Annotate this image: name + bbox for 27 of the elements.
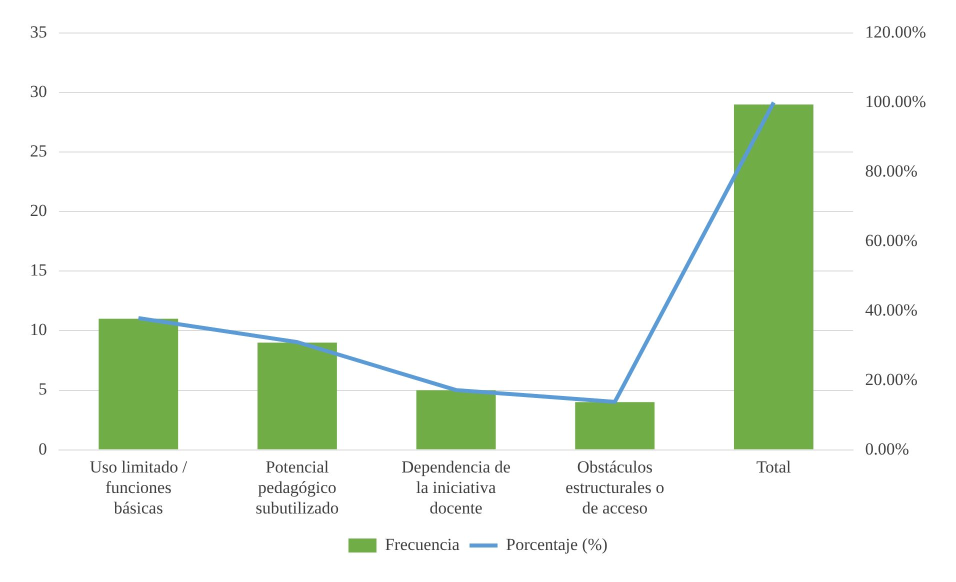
x-tick-label: Total (756, 457, 792, 476)
y-tick-label: 30 (30, 82, 47, 102)
legend-label: Frecuencia (384, 534, 460, 554)
y2-tick-label: 40.00% (865, 300, 918, 320)
y-tick-label: 20 (30, 201, 47, 220)
x-tick-label: Dependencia de la iniciativa docente (402, 457, 511, 518)
bar (734, 104, 814, 450)
x-tick-label: Obstáculos estructurales o de acceso (566, 457, 664, 518)
y2-tick-label: 20.00% (865, 370, 918, 389)
y2-tick-label: 120.00% (865, 22, 926, 42)
y2-tick-label: 0.00% (865, 439, 910, 458)
y-tick-label: 0 (38, 439, 47, 458)
y-tick-label: 5 (38, 380, 47, 399)
y-tick-label: 10 (30, 320, 47, 340)
bar (416, 390, 496, 450)
y-tick-label: 35 (30, 22, 47, 42)
y2-tick-label: 100.00% (865, 92, 926, 111)
bar (98, 318, 178, 450)
x-tick-label: Potencial pedagógico subutilizado (256, 457, 339, 518)
y-tick-label: 15 (30, 260, 47, 280)
y2-tick-label: 80.00% (865, 161, 918, 180)
x-tick-label: Uso limitado / funciones básicas (90, 457, 188, 518)
y-tick-label: 25 (30, 142, 47, 161)
legend-label: Porcentaje (%) (506, 534, 608, 554)
bar (575, 402, 655, 450)
bar (258, 342, 337, 450)
y2-tick-label: 60.00% (865, 230, 918, 250)
